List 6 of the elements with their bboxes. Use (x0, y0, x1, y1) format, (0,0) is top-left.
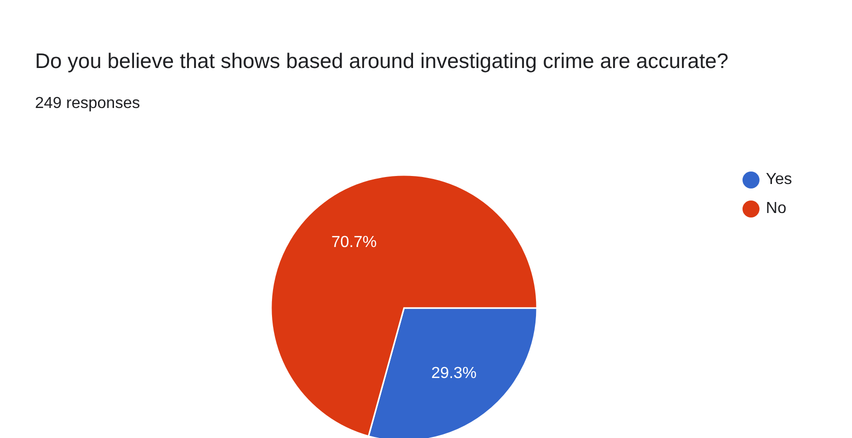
legend-label: Yes (766, 170, 792, 188)
legend-label: No (766, 200, 786, 218)
data-label: 29.3% (431, 365, 477, 382)
chart-title: Do you believe that shows based around investigating crime are accurate? (35, 50, 728, 74)
text: 249 responses (35, 95, 140, 113)
data-label: 70.7% (331, 234, 377, 251)
